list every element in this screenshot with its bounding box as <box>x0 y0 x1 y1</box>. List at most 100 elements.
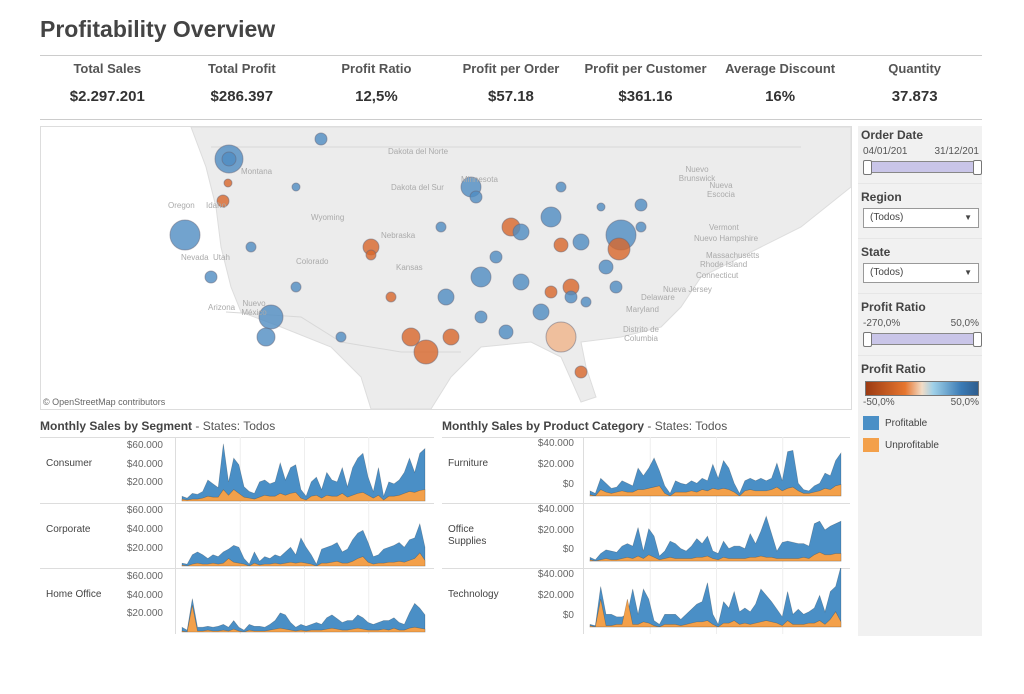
y-tick-label: $40.000 <box>537 568 574 580</box>
profit-map[interactable]: Dakota del Norte Dakota del Sur Minnesot… <box>40 126 852 410</box>
area-plot[interactable] <box>583 503 849 568</box>
city-bubble[interactable] <box>204 270 218 284</box>
y-tick-label: $20.000 <box>537 459 574 471</box>
city-bubble[interactable] <box>335 331 347 343</box>
legend-max: 50,0% <box>950 397 979 408</box>
city-bubble[interactable] <box>634 198 648 212</box>
state-label: Nuevo Hampshire <box>694 234 759 243</box>
kpi-bar: Total Sales $2.297.201 Total Profit $286.3… <box>40 55 982 120</box>
area-series-profitable[interactable] <box>181 443 426 502</box>
legend-min: -50,0% <box>863 397 895 408</box>
slider-handle-end[interactable] <box>973 160 982 175</box>
slider-handle-start[interactable] <box>863 160 872 175</box>
region-value: (Todos) <box>870 212 904 223</box>
city-bubble[interactable] <box>169 219 201 251</box>
area-plot[interactable] <box>175 437 433 503</box>
city-bubble[interactable] <box>290 281 302 293</box>
panel-label: Office Supplies <box>448 523 487 547</box>
area-series-profitable[interactable] <box>589 568 842 628</box>
city-bubble[interactable] <box>435 221 447 233</box>
chart-panel <box>442 503 850 569</box>
area-series-unprofitable[interactable] <box>181 552 426 567</box>
city-bubble[interactable] <box>223 178 233 188</box>
state-label: Nueva Escocia <box>706 181 735 199</box>
legend-unprofitable[interactable]: Unprofitable <box>863 438 982 452</box>
city-bubble[interactable] <box>474 310 488 324</box>
city-bubble[interactable] <box>512 273 530 291</box>
state-label: Montana <box>241 167 273 176</box>
area-series-unprofitable[interactable] <box>589 599 842 628</box>
area-series-profitable[interactable] <box>589 515 842 562</box>
city-bubble[interactable] <box>401 327 421 347</box>
profit-ratio-slider[interactable] <box>863 332 982 347</box>
state-dropdown[interactable]: (Todos) ▼ <box>863 263 979 283</box>
area-plot[interactable] <box>583 568 849 634</box>
state-label: Nevada <box>181 253 209 262</box>
city-bubble[interactable] <box>245 241 257 253</box>
map-canvas[interactable] <box>41 127 851 409</box>
area-series-unprofitable[interactable] <box>181 489 426 502</box>
city-bubble[interactable] <box>580 296 592 308</box>
y-tick-label: $40.000 <box>126 524 163 536</box>
area-series-unprofitable[interactable] <box>181 605 426 633</box>
city-bubble[interactable] <box>221 151 237 167</box>
slider-handle-end[interactable] <box>973 332 982 347</box>
city-bubble[interactable] <box>540 206 562 228</box>
area-series-profitable[interactable] <box>181 598 426 633</box>
y-tick-label: $0 <box>562 478 574 490</box>
area-plot[interactable] <box>175 503 433 568</box>
city-bubble[interactable] <box>574 365 588 379</box>
area-series-unprofitable[interactable] <box>589 484 842 497</box>
y-tick-label: $0 <box>562 609 574 621</box>
city-bubble[interactable] <box>609 280 623 294</box>
city-bubble[interactable] <box>291 182 301 192</box>
city-bubble[interactable] <box>437 288 455 306</box>
slider-handle-start[interactable] <box>863 332 872 347</box>
city-bubble[interactable] <box>469 190 483 204</box>
city-bubble[interactable] <box>314 132 328 146</box>
city-bubble[interactable] <box>498 324 514 340</box>
state-label: Dakota del Sur <box>391 183 444 192</box>
city-bubble[interactable] <box>596 202 606 212</box>
city-bubble[interactable] <box>553 237 569 253</box>
city-bubble[interactable] <box>442 328 460 346</box>
area-plot[interactable] <box>583 437 849 503</box>
kpi-label: Average Discount <box>725 61 836 76</box>
city-bubble[interactable] <box>598 259 614 275</box>
profit-ratio-color-scale <box>865 381 979 396</box>
city-bubble[interactable] <box>635 221 647 233</box>
city-bubble[interactable] <box>216 194 230 208</box>
region-dropdown[interactable]: (Todos) ▼ <box>863 208 979 228</box>
kpi-total-sales: Total Sales $2.297.201 <box>40 56 174 119</box>
city-bubble[interactable] <box>489 250 503 264</box>
chart-subtitle: - States: Todos <box>647 419 728 433</box>
city-bubble[interactable] <box>544 285 558 299</box>
swatch <box>863 438 879 452</box>
city-bubble[interactable] <box>365 249 377 261</box>
kpi-value: 12,5% <box>355 88 398 105</box>
y-tick-label: $60.000 <box>126 505 163 517</box>
order-date-start: 04/01/201 <box>863 146 908 157</box>
city-bubble[interactable] <box>256 327 276 347</box>
area-series-profitable[interactable] <box>589 450 842 497</box>
city-bubble[interactable] <box>572 233 590 251</box>
legend-profitable[interactable]: Profitable <box>863 416 982 430</box>
y-tick-label: $20.000 <box>537 524 574 536</box>
area-plot[interactable] <box>175 568 433 634</box>
city-bubble[interactable] <box>607 237 631 261</box>
city-bubble[interactable] <box>545 321 577 353</box>
city-bubble[interactable] <box>385 291 397 303</box>
city-bubble[interactable] <box>512 223 530 241</box>
map-attribution[interactable]: © OpenStreetMap contributors <box>43 397 166 407</box>
state-label: Connecticut <box>696 271 739 280</box>
city-bubble[interactable] <box>555 181 567 193</box>
area-series-unprofitable[interactable] <box>589 551 842 562</box>
dropdown-arrow-icon: ▼ <box>964 213 972 222</box>
city-bubble[interactable] <box>564 290 578 304</box>
city-bubble[interactable] <box>532 303 550 321</box>
kpi-label: Profit per Customer <box>584 61 707 76</box>
order-date-slider[interactable] <box>863 160 982 175</box>
area-series-profitable[interactable] <box>181 522 426 567</box>
city-bubble[interactable] <box>413 339 439 365</box>
city-bubble[interactable] <box>470 266 492 288</box>
